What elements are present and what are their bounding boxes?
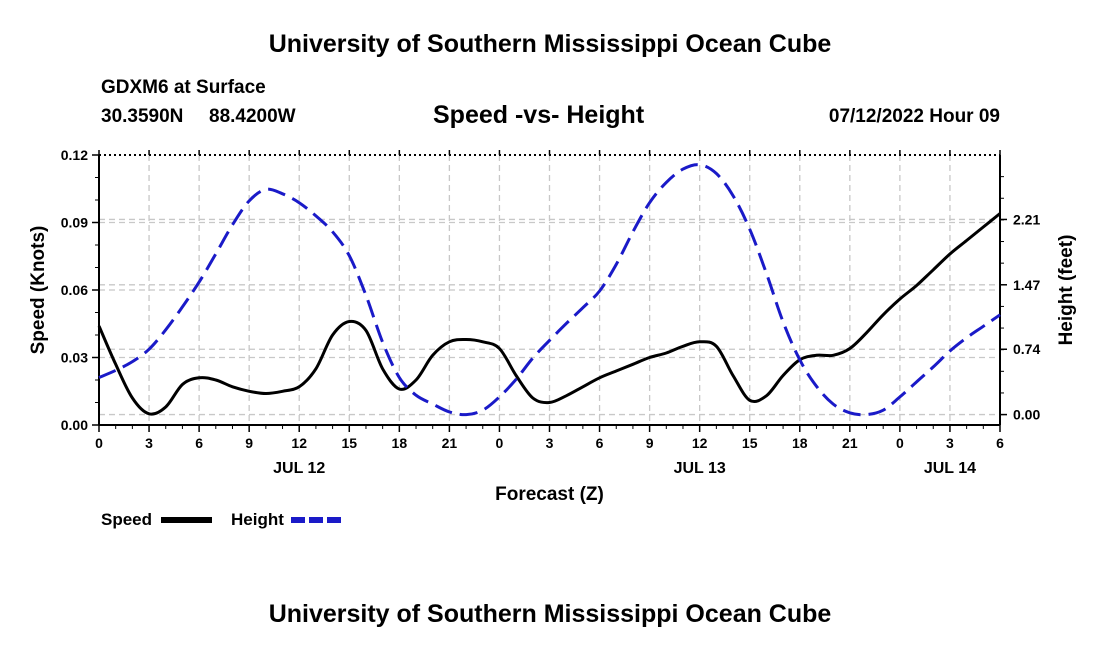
x-tick-label: 6 [996,435,1004,451]
date-label: JUL 12 [273,460,325,477]
x-tick-label: 0 [896,435,904,451]
x-tick-label: 15 [742,435,758,451]
chart-legend: Speed Height [101,510,342,529]
speed-series-line [97,212,1001,416]
series-lines [97,163,1001,417]
y-left-tick-label: 0.06 [61,282,88,298]
x-tick-label: 6 [596,435,604,451]
date-label: JUL 13 [674,460,726,477]
y-right-tick-label: 0.74 [1013,341,1040,357]
y-right-tick-label: 0.00 [1013,407,1040,423]
x-tick-label: 3 [546,435,554,451]
chart-title: Speed -vs- Height [433,101,645,129]
x-tick-label: 3 [145,435,153,451]
x-tick-label: 12 [692,435,708,451]
latitude-label: 30.3590N [101,106,184,127]
x-tick-label: 0 [496,435,504,451]
grid-lines [99,155,1000,425]
tick-marks [92,150,1007,432]
height-series-line [98,163,1001,417]
x-tick-label: 6 [195,435,203,451]
y-left-tick-label: 0.12 [61,147,88,163]
main-title: University of Southern Mississippi Ocean… [268,30,832,58]
x-tick-label: 21 [842,435,858,451]
y-right-tick-label: 2.21 [1013,211,1040,227]
y-left-axis-label: Speed (Knots) [28,226,49,355]
x-tick-label: 0 [95,435,103,451]
longitude-label: 88.4200W [209,106,296,127]
tick-labels: 0 3 6 9 12 15 18 21 0 3 6 9 12 15 18 21 0 3 6 JUL 12 JUL 13 J… [28,147,1077,505]
x-tick-label: 18 [392,435,408,451]
x-tick-label: 3 [946,435,954,451]
forecast-datetime: 07/12/2022 Hour 09 [828,106,1000,127]
y-right-tick-label: 1.47 [1013,277,1040,293]
x-tick-label: 18 [792,435,808,451]
station-label: GDXM6 at Surface [101,77,266,98]
x-tick-label: 9 [245,435,253,451]
x-axis-label: Forecast (Z) [495,484,604,505]
y-left-tick-label: 0.09 [61,215,88,231]
y-left-tick-label: 0.03 [61,350,88,366]
legend-speed-label: Speed [101,510,152,529]
x-tick-label: 9 [646,435,654,451]
legend-height-label: Height [231,510,284,529]
date-label: JUL 14 [924,460,976,477]
x-tick-label: 12 [291,435,307,451]
y-right-axis-label: Height (feet) [1056,235,1077,346]
x-tick-label: 15 [341,435,357,451]
y-left-tick-label: 0.00 [61,417,88,433]
x-tick-label: 21 [442,435,458,451]
footer-title: University of Southern Mississippi Ocean… [268,600,832,628]
